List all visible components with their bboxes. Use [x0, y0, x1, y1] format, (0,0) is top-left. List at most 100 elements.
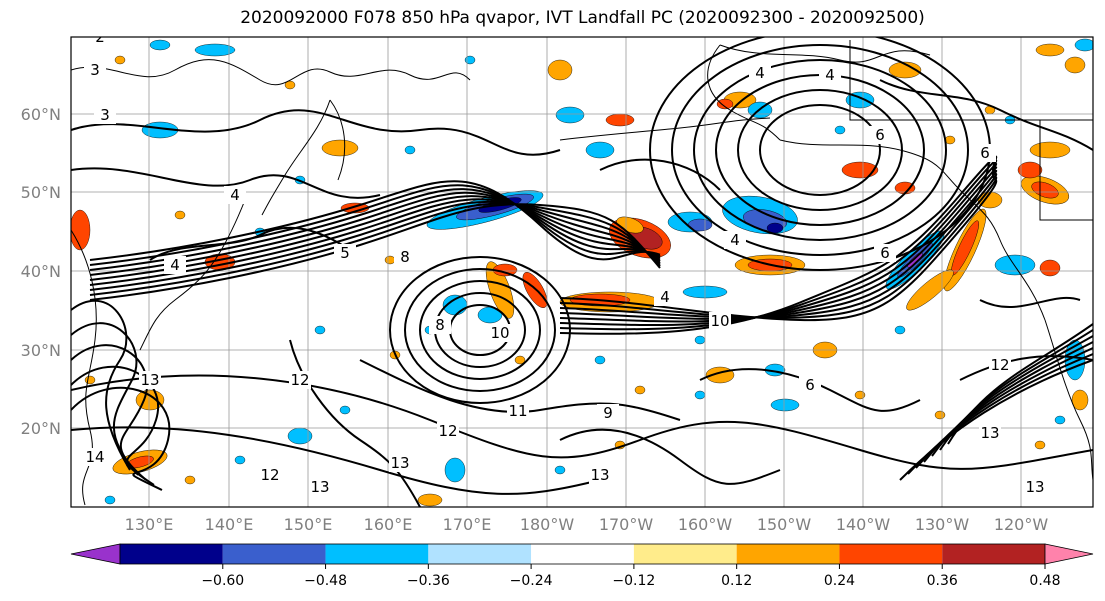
coastline-path	[1044, 319, 1093, 481]
map-title: 2020092000 F078 850 hPa qvapor, IVT Land…	[240, 8, 925, 28]
contour-label: 4	[660, 288, 670, 306]
contour-label-bg	[84, 61, 106, 79]
contour-label-bg	[979, 424, 1001, 442]
contour-label-bg	[597, 404, 619, 422]
latitude-label: 40°N	[21, 262, 61, 281]
ivt-contour	[71, 322, 139, 476]
ivt-contour	[71, 426, 601, 495]
anomaly-patch	[417, 493, 443, 507]
latitude-label: 20°N	[21, 419, 61, 438]
ivt-contour	[89, 191, 661, 276]
anomaly-patch	[605, 113, 635, 127]
ivt-contour	[699, 368, 921, 412]
colorbar-tick-label: −0.24	[510, 573, 553, 589]
ivt-contour	[89, 188, 661, 271]
contour-label-bg	[874, 244, 896, 262]
colorbar-tick-label: −0.12	[612, 573, 655, 589]
longitude-label: 120°W	[994, 515, 1049, 534]
colorbar-segment	[633, 544, 737, 564]
contour-label-bg	[139, 371, 161, 389]
ivt-contour	[89, 195, 661, 281]
contour-label: 13	[390, 454, 409, 472]
colorbar-segment	[325, 544, 429, 564]
anomaly-patch	[522, 272, 548, 308]
anomaly-speck	[174, 210, 186, 220]
coastline-path	[71, 59, 471, 86]
anomaly-speck	[104, 495, 116, 505]
anomaly-speck	[339, 405, 351, 415]
anomaly-speck	[594, 355, 606, 365]
contour-label: 4	[825, 66, 835, 84]
ivt-contour	[931, 335, 1093, 457]
contour-label-bg	[259, 466, 281, 484]
ivt-contour	[71, 365, 159, 486]
map-panel: 2 3 3 4 4 4 4 4 4 5 6 6 6 6 8 8 9 10 10 11 12 12 12 12 13 13 13 13 1…	[21, 36, 1094, 534]
ivt-contour	[359, 359, 681, 421]
contour-label-bg	[989, 356, 1011, 374]
contour-label: 14	[85, 448, 104, 466]
ivt-contour	[715, 74, 926, 226]
contour-label: 10	[710, 312, 729, 330]
contour-label: 10	[490, 324, 509, 342]
colorbar-segment	[736, 544, 840, 564]
colorbar-extend-max	[1044, 543, 1094, 565]
ivt-contour	[89, 203, 661, 301]
anomaly-speck	[694, 390, 706, 400]
anomaly-speck	[114, 55, 126, 65]
anomaly-patch	[841, 161, 879, 179]
anomaly-patch	[1039, 259, 1061, 277]
map-background	[71, 37, 1093, 507]
ivt-contour	[71, 109, 561, 156]
colorbar-tick-label: 0.24	[824, 573, 855, 589]
contour-label: 4	[755, 64, 765, 82]
latitude-label: 50°N	[21, 183, 61, 202]
longitude-label: 130°W	[915, 515, 970, 534]
longitude-label: 170°W	[599, 515, 654, 534]
ivt-contour	[979, 296, 1081, 309]
anomaly-patch	[1031, 181, 1059, 199]
contour-label: 12	[290, 371, 309, 389]
latitude-label: 30°N	[21, 341, 61, 360]
colorbar-tick-label: −0.48	[304, 573, 347, 589]
contour-label: 4	[230, 186, 240, 204]
longitude-label: 150°E	[284, 515, 333, 534]
contour-label-layer: 2 3 3 4 4 4 4 4 4 5 6 6 6 6 8 8 9 10 10 11 12 12 12 12 13 13 13 13 1…	[84, 37, 1046, 496]
contour-label: 8	[400, 248, 410, 266]
contour-label: 13	[1025, 478, 1044, 496]
contour-label-bg	[489, 324, 511, 342]
coastline-path	[779, 139, 1046, 321]
coastline-path	[707, 44, 931, 141]
contour-label-bg	[1024, 478, 1046, 496]
longitude-label: 180°W	[520, 515, 575, 534]
longitude-labels: 130°E 140°E 150°E 160°E 170°E 180°W 170°W 160°W…	[125, 515, 1049, 534]
anomaly-patch	[71, 209, 91, 251]
ivt-contour	[559, 169, 998, 322]
colorbar-segment	[942, 544, 1045, 564]
anomaly-speck	[634, 385, 646, 395]
colorbar-segment	[428, 544, 532, 564]
anomaly-speck	[554, 465, 566, 475]
contour-label: 13	[980, 424, 999, 442]
anomaly-patch	[1029, 141, 1071, 159]
contour-label: 5	[340, 244, 350, 262]
anomaly-speck	[834, 125, 846, 135]
contour-label-bg	[394, 248, 416, 266]
contour-label-bg	[429, 316, 451, 334]
ivt-contour	[923, 341, 1093, 463]
ivt-contour	[759, 104, 882, 196]
coastline-path	[849, 40, 1093, 221]
ivt-contour	[89, 180, 661, 261]
ivt-contour	[89, 198, 661, 286]
anomaly-speck	[894, 325, 906, 335]
anomaly-patch	[547, 59, 573, 81]
ivt-contour	[434, 292, 527, 368]
anomaly-speck	[1054, 415, 1066, 425]
contour-label-bg	[94, 106, 116, 124]
colorbar-extend-min	[70, 543, 121, 565]
ivt-contour	[71, 299, 131, 471]
ivt-contour	[939, 329, 1093, 451]
contour-label-bg	[819, 66, 841, 84]
ivt-contour	[559, 166, 998, 323]
contour-label-bg	[334, 244, 356, 262]
ivt-contour	[71, 167, 381, 199]
